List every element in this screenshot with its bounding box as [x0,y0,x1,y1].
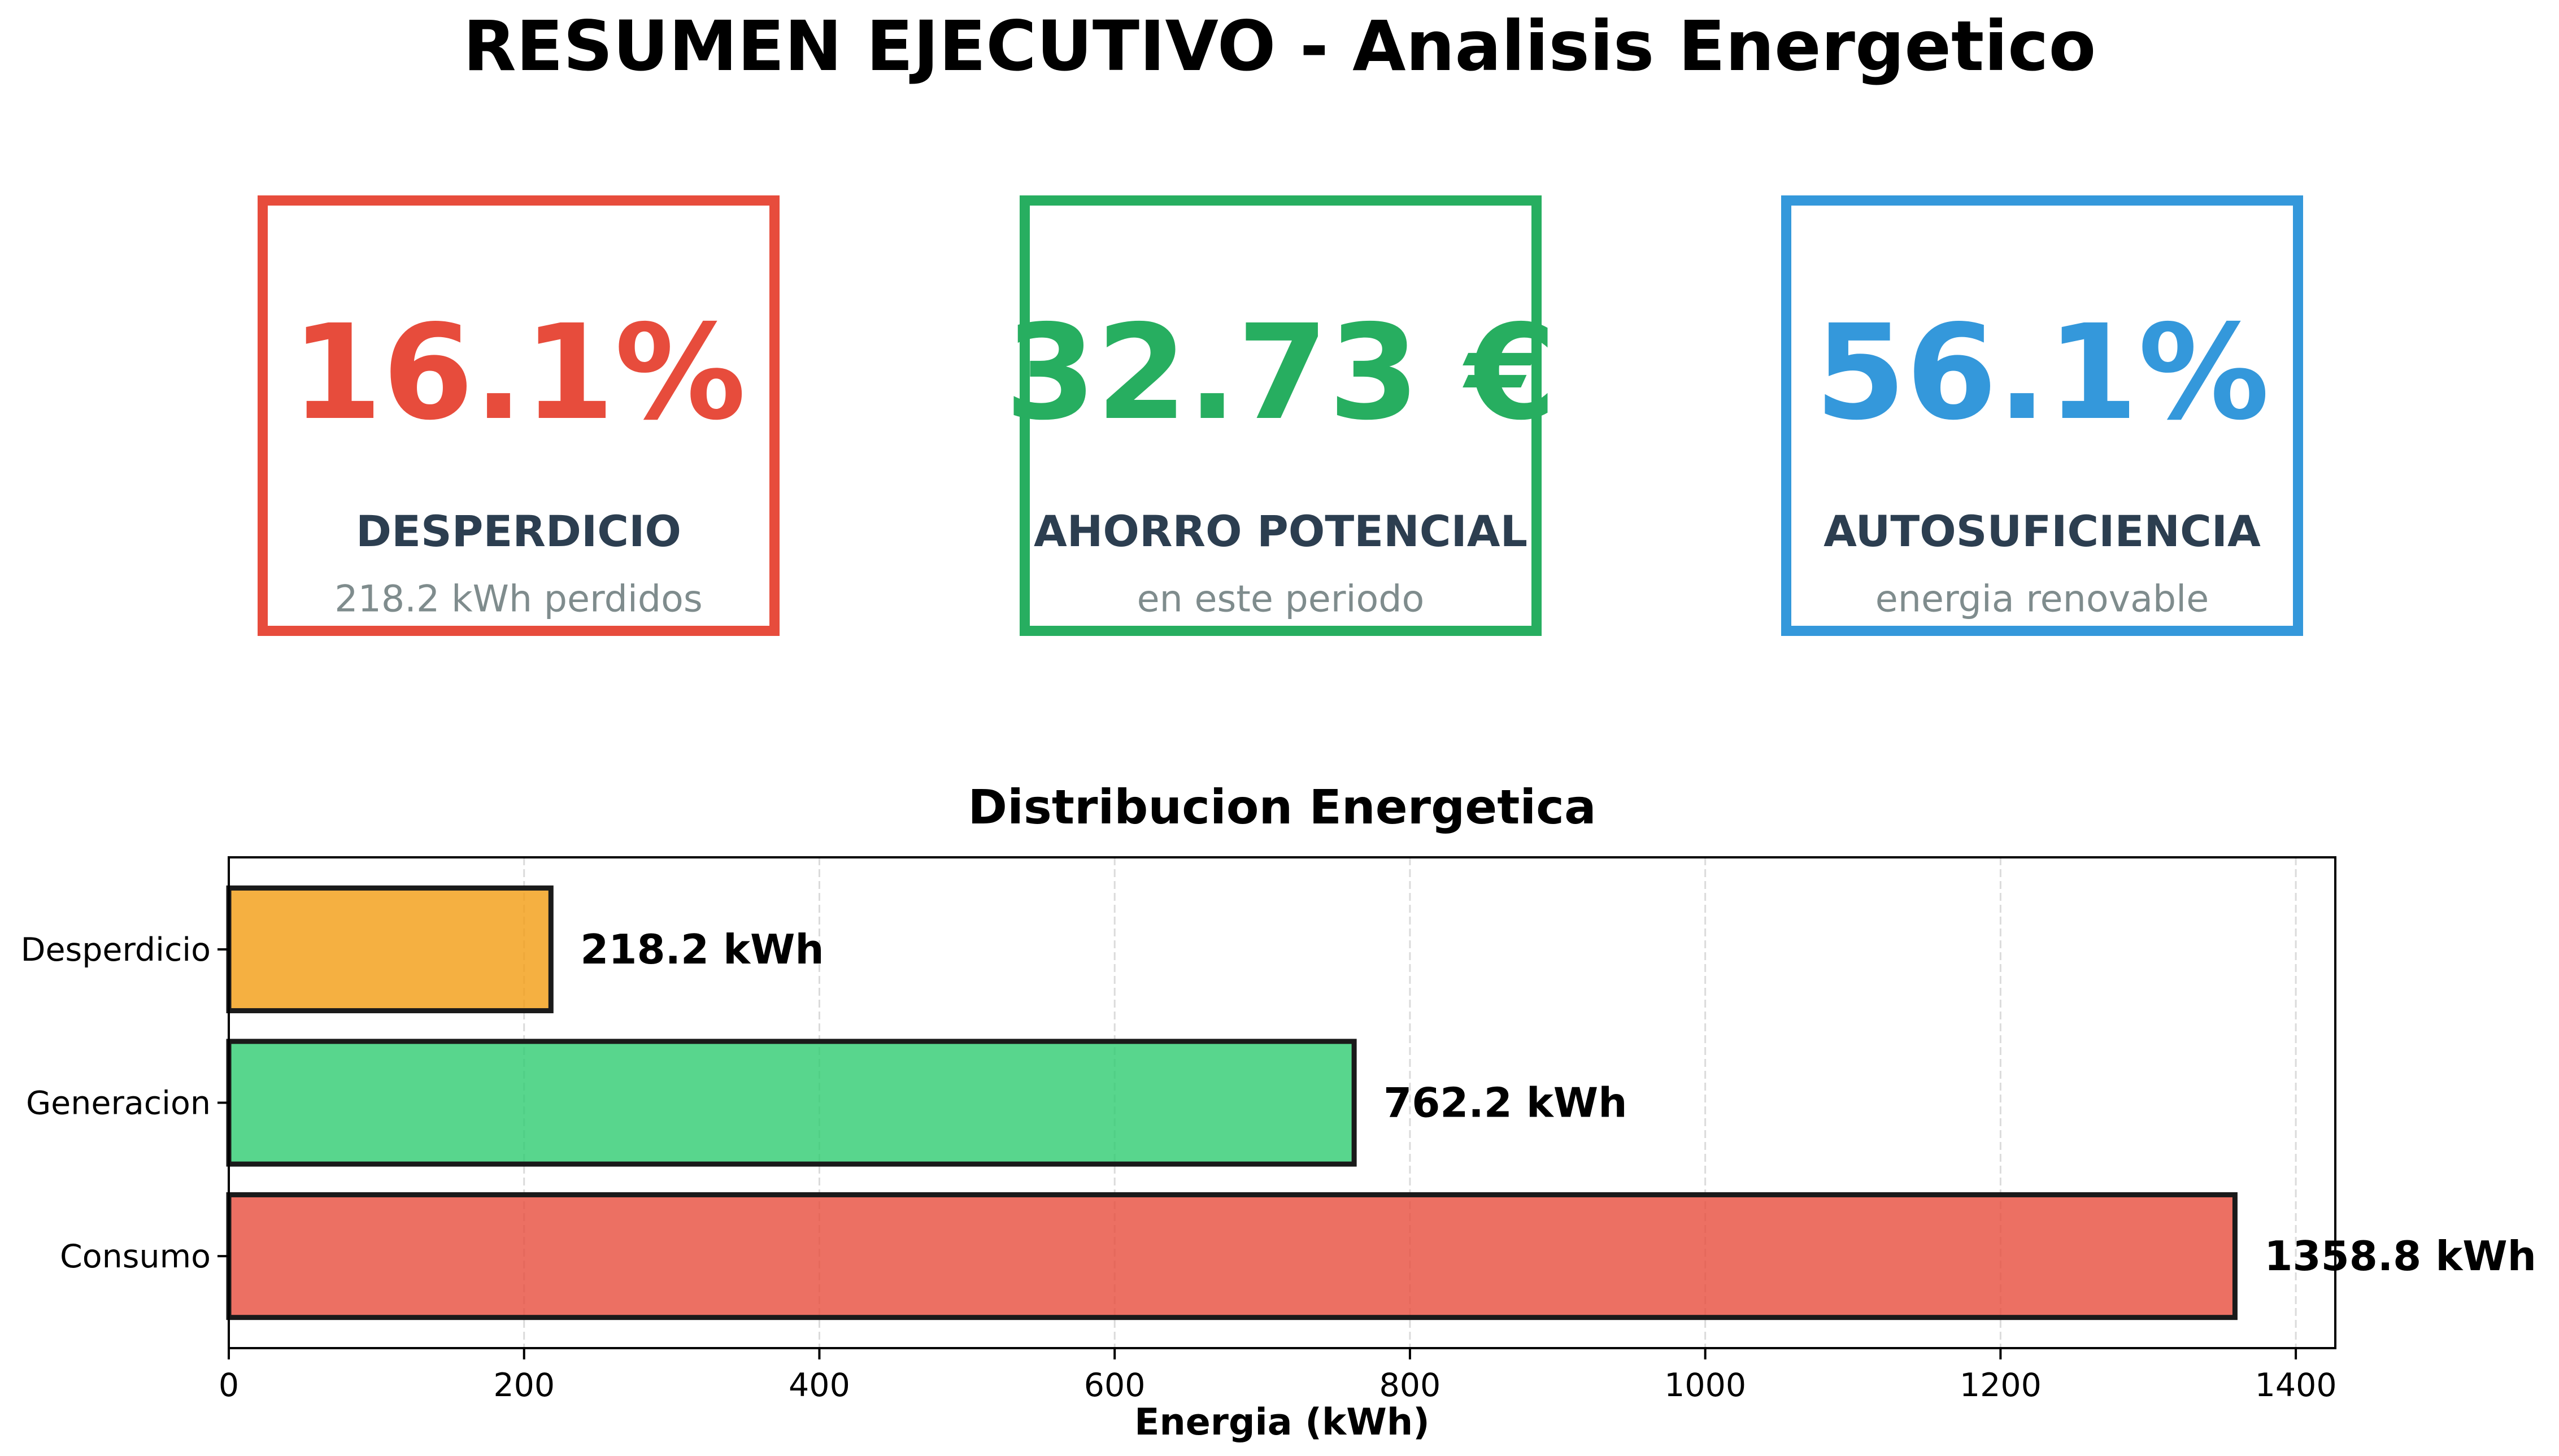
kpi-label-waste: DESPERDICIO [356,506,681,556]
bar-value-label: 762.2 kWh [1383,1079,1627,1127]
chart-title: Distribucion Energetica [968,779,1596,835]
page-title: RESUMEN EJECUTIVO - Analisis Energetico [463,6,2096,86]
x-tick-label: 1000 [1664,1367,1746,1404]
y-tick-label: Desperdicio [21,931,211,969]
y-tick-label: Generacion [26,1085,211,1122]
kpi-value-waste: 16.1% [291,297,746,449]
bar-value-label: 1358.8 kWh [2264,1232,2536,1280]
kpi-sub-waste: 218.2 kWh perdidos [334,578,703,621]
x-tick-label: 1400 [2255,1367,2337,1404]
x-tick-label: 1200 [1960,1367,2042,1404]
kpi-sub-self-sufficiency: energia renovable [1875,578,2209,621]
bar-generacion [226,1039,1357,1167]
bar-desperdicio [226,885,554,1014]
kpi-label-self-sufficiency: AUTOSUFICIENCIA [1823,506,2261,556]
y-tick-label: Consumo [60,1238,211,1275]
x-tick-label: 400 [789,1367,850,1404]
bar-value-label: 218.2 kWh [580,926,824,973]
plot-frame [228,856,2336,1349]
kpi-label-savings: AHORRO POTENCIAL [1033,506,1528,556]
kpi-value-savings: 32.73 € [1004,297,1557,449]
kpi-card-savings: 32.73 € AHORRO POTENCIAL en este periodo [1005,195,1556,636]
x-axis-label: Energia (kWh) [1134,1401,1430,1444]
kpi-value-self-sufficiency: 56.1% [1814,297,2270,449]
x-tick-label: 800 [1379,1367,1441,1404]
x-tick-label: 200 [493,1367,555,1404]
x-tick-label: 0 [219,1367,239,1404]
kpi-card-self-sufficiency: 56.1% AUTOSUFICIENCIA energia renovable [1781,195,2303,636]
kpi-card-waste: 16.1% DESPERDICIO 218.2 kWh perdidos [258,195,780,636]
bar-consumo [226,1192,2238,1320]
kpi-sub-savings: en este periodo [1137,578,1425,621]
x-tick-label: 600 [1084,1367,1146,1404]
